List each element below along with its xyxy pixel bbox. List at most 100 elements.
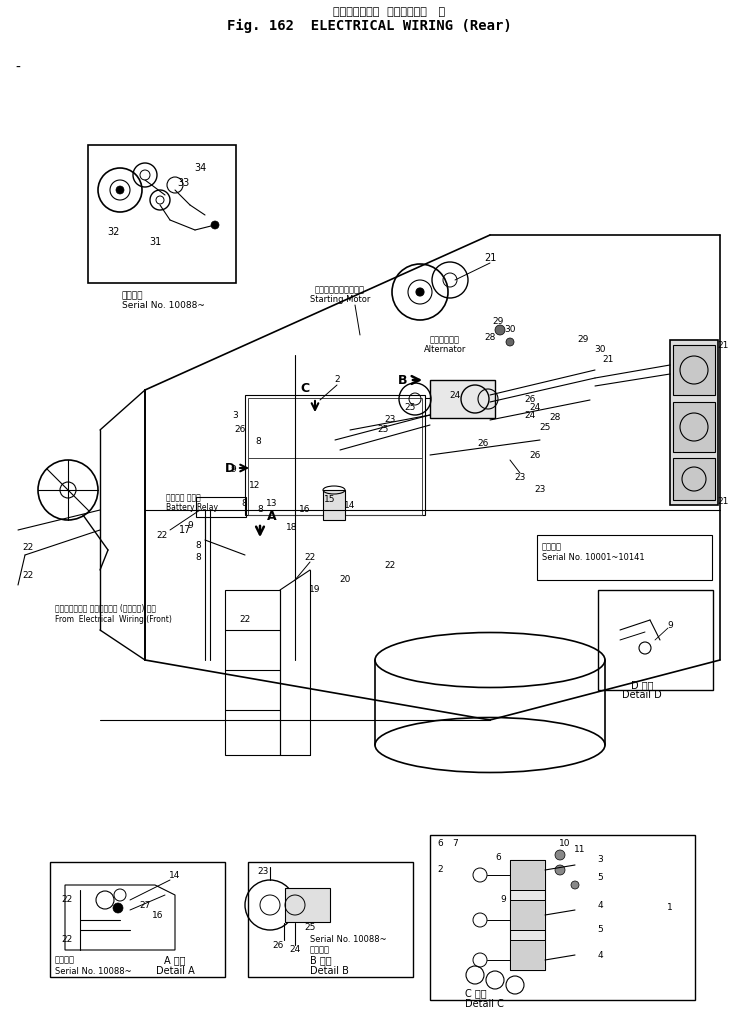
- Text: 11: 11: [574, 846, 586, 854]
- Text: 1: 1: [667, 903, 673, 913]
- Text: B: B: [399, 374, 408, 387]
- Bar: [248, 862, 413, 977]
- Bar: [248, 398, 422, 458]
- Text: Alternator: Alternator: [424, 346, 466, 355]
- Bar: [430, 380, 495, 418]
- Text: 14: 14: [169, 871, 181, 880]
- Circle shape: [416, 288, 424, 296]
- Text: 適用号機: 適用号機: [55, 956, 75, 964]
- Text: 5: 5: [597, 874, 603, 883]
- Text: 5: 5: [597, 925, 603, 934]
- Circle shape: [571, 881, 579, 889]
- Bar: [285, 888, 330, 922]
- Text: 9: 9: [500, 895, 506, 904]
- Text: 9: 9: [187, 521, 193, 530]
- Bar: [225, 590, 280, 755]
- Text: 23: 23: [534, 486, 545, 495]
- Bar: [323, 490, 345, 520]
- Bar: [537, 535, 712, 580]
- Text: 18: 18: [286, 523, 297, 532]
- Text: Serial No. 10088~: Serial No. 10088~: [55, 966, 131, 975]
- Text: 8: 8: [195, 554, 201, 563]
- Text: 31: 31: [149, 237, 161, 247]
- Circle shape: [116, 186, 124, 194]
- Text: 12: 12: [249, 481, 261, 490]
- Circle shape: [113, 903, 123, 913]
- Text: 8: 8: [241, 498, 247, 507]
- Text: 8: 8: [257, 505, 263, 514]
- Text: 23: 23: [384, 416, 396, 425]
- Text: 24: 24: [449, 390, 461, 399]
- Text: A 詳細: A 詳細: [165, 955, 186, 965]
- Text: 22: 22: [239, 615, 251, 625]
- Text: 25: 25: [304, 923, 316, 932]
- Text: 21: 21: [717, 497, 728, 506]
- Text: 24: 24: [289, 946, 300, 955]
- Circle shape: [211, 221, 219, 229]
- Text: 2: 2: [437, 865, 443, 875]
- Text: B 詳細: B 詳細: [310, 955, 331, 965]
- Text: 6: 6: [495, 853, 501, 862]
- Text: 29: 29: [492, 318, 504, 326]
- Text: D: D: [225, 461, 235, 474]
- Bar: [510, 860, 545, 890]
- Text: 22: 22: [304, 553, 316, 562]
- Text: C 詳細: C 詳細: [465, 988, 486, 998]
- Text: 4: 4: [597, 951, 603, 959]
- Bar: [50, 862, 225, 977]
- Text: 30: 30: [594, 346, 606, 355]
- Text: 7: 7: [452, 839, 458, 848]
- Text: 26: 26: [529, 451, 541, 460]
- Text: 適用号機: 適用号機: [122, 291, 143, 300]
- Text: Detail A: Detail A: [156, 966, 194, 975]
- Text: 28: 28: [549, 414, 561, 423]
- Text: 28: 28: [484, 332, 496, 342]
- Bar: [598, 590, 713, 690]
- Circle shape: [506, 338, 514, 346]
- Text: 23: 23: [258, 867, 269, 877]
- Bar: [245, 395, 425, 514]
- Bar: [430, 835, 695, 1000]
- Text: 3: 3: [232, 411, 238, 420]
- Text: スターティングモータ: スターティングモータ: [315, 285, 365, 294]
- Text: 15: 15: [324, 496, 336, 504]
- Text: Battery Relay: Battery Relay: [166, 503, 218, 512]
- Text: 22: 22: [61, 895, 72, 904]
- Text: 26: 26: [477, 438, 489, 448]
- Text: 20: 20: [339, 575, 351, 584]
- Text: 23: 23: [514, 473, 525, 483]
- Text: 適用号機: 適用号機: [542, 542, 562, 552]
- Text: 25: 25: [539, 424, 551, 432]
- Text: 22: 22: [22, 570, 33, 579]
- Text: From  Electrical  Wiring (Front): From Electrical Wiring (Front): [55, 614, 172, 624]
- Text: 22: 22: [61, 935, 72, 945]
- Text: Detail B: Detail B: [310, 966, 349, 975]
- Bar: [673, 402, 715, 452]
- Text: 13: 13: [266, 498, 277, 507]
- Bar: [510, 941, 545, 970]
- Text: 適用号機: 適用号機: [310, 946, 330, 955]
- Text: Starting Motor: Starting Motor: [310, 295, 370, 305]
- Text: 22: 22: [156, 531, 168, 539]
- Text: 10: 10: [559, 839, 570, 848]
- Text: 16: 16: [299, 505, 311, 514]
- Text: 17: 17: [179, 525, 191, 535]
- Circle shape: [555, 850, 565, 860]
- Text: Serial No. 10088~: Serial No. 10088~: [310, 935, 387, 945]
- Text: 2: 2: [334, 376, 339, 385]
- Text: エレクトリカル  ワイヤリング   後: エレクトリカル ワイヤリング 後: [333, 7, 445, 17]
- Text: A: A: [267, 510, 277, 524]
- Text: 22: 22: [384, 561, 396, 569]
- Text: 16: 16: [152, 911, 164, 920]
- Text: 25: 25: [404, 403, 415, 413]
- Text: 21: 21: [602, 355, 614, 364]
- Text: 14: 14: [345, 500, 356, 509]
- Circle shape: [495, 325, 505, 335]
- Text: 29: 29: [577, 335, 589, 345]
- Bar: [510, 900, 545, 930]
- Text: -: -: [15, 61, 21, 75]
- Text: 24: 24: [525, 411, 536, 420]
- Text: 21: 21: [484, 253, 496, 263]
- Text: 3: 3: [597, 855, 603, 864]
- Text: 19: 19: [309, 586, 321, 595]
